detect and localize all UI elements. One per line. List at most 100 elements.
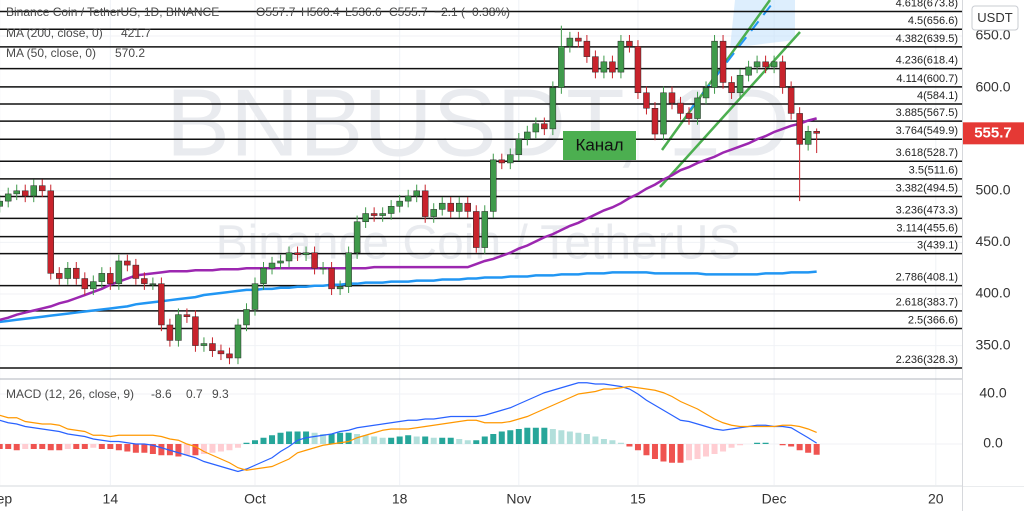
- fib-label: 4.382(639.5): [896, 33, 958, 45]
- macd-histogram-bar: [388, 437, 395, 444]
- candle-body: [583, 40, 591, 57]
- macd-histogram-bar: [481, 436, 488, 444]
- macd-histogram-bar: [243, 442, 250, 444]
- macd-histogram-bar: [677, 444, 684, 463]
- macd-histogram-bar: [252, 440, 258, 444]
- x-tick-label: Dec: [762, 491, 787, 507]
- macd-histogram-bar: [98, 444, 105, 449]
- fib-levels: 4.618(673.8) 4.5(656.6) 4.382(639.5) 4.236(…: [0, 0, 962, 369]
- candle-body: [685, 113, 693, 119]
- candle-body: [260, 267, 267, 284]
- candle-body: [98, 273, 106, 282]
- macd-histogram-bar: [337, 432, 344, 444]
- macd-histogram-bar: [813, 444, 820, 455]
- macd-histogram-bar: [294, 431, 301, 444]
- macd-histogram-bar: [217, 444, 224, 452]
- y-tick-label: 450.0: [975, 233, 1010, 249]
- macd-histogram-bar: [558, 430, 565, 444]
- fib-label: 4.236(618.4): [896, 55, 958, 67]
- macd-histogram-bar: [64, 444, 71, 449]
- candle-body: [626, 40, 633, 47]
- macd-histogram-bar: [498, 431, 505, 444]
- x-tick-label: 20: [928, 491, 944, 507]
- candle-body: [268, 262, 276, 269]
- macd-histogram-bar: [728, 444, 735, 448]
- macd-histogram-bar: [192, 444, 199, 456]
- annotation: Канал: [563, 131, 636, 160]
- macd-histogram-bar: [158, 444, 165, 456]
- currency-box: [971, 5, 1019, 31]
- candle-body: [813, 131, 820, 134]
- fib-label: 3.618(528.7): [896, 147, 958, 159]
- macd-legend: MACD (12, 26, close, 9): [6, 387, 134, 401]
- macd-legend-value: -8.6: [151, 387, 172, 401]
- annotation-box: [563, 131, 636, 160]
- candle-body: [421, 190, 429, 217]
- candle-body: [617, 40, 625, 73]
- candle-body: [779, 61, 786, 88]
- macd-histogram-bar: [286, 431, 293, 444]
- candle-body: [515, 138, 523, 155]
- macd-histogram-bar: [617, 442, 624, 444]
- candle-body: [507, 154, 514, 164]
- macd-histogram-bar: [660, 444, 667, 462]
- candle-body: [438, 202, 446, 210]
- fib-label: 3.236(473.3): [896, 204, 958, 216]
- candle-body: [668, 92, 676, 104]
- candle-body: [251, 283, 259, 310]
- ma-legend: MA (50, close, 0): [6, 46, 96, 60]
- moving-average: [0, 270, 817, 324]
- candle-body: [81, 278, 89, 290]
- candle-body: [728, 82, 735, 94]
- candle-body: [396, 200, 403, 207]
- candle-body: [481, 211, 489, 248]
- ohlc-legend: L536.6: [345, 5, 382, 19]
- axes: 350.0400.0450.0500.0550.0600.0650.040.00…: [0, 27, 1024, 507]
- macd-histogram-bar: [183, 444, 190, 456]
- signal-line: [0, 385, 817, 471]
- candle-body: [736, 74, 744, 94]
- candle-body: [166, 324, 174, 341]
- macd-histogram-bar: [47, 444, 54, 451]
- macd-histogram-bar: [788, 444, 795, 447]
- candle-body: [524, 131, 531, 140]
- macd-histogram-bar: [311, 432, 318, 444]
- candle-body: [549, 87, 557, 130]
- candle-body: [566, 37, 574, 47]
- macd-histogram-bar: [320, 434, 327, 444]
- candle-body: [209, 343, 216, 352]
- y-tick-label: 400.0: [975, 285, 1010, 301]
- macd-histogram-bar: [56, 444, 63, 451]
- candle-body: [319, 267, 327, 270]
- macd-histogram-bar: [115, 444, 122, 451]
- annotation-text: Канал: [575, 135, 623, 154]
- candle-body: [796, 113, 803, 145]
- candle-body: [719, 40, 727, 83]
- last-price-tag: [963, 122, 1024, 145]
- candle-body: [541, 123, 548, 130]
- macd-histogram-bar: [711, 444, 718, 454]
- macd-histogram-bar: [507, 430, 514, 444]
- macd-histogram-bar: [226, 444, 233, 451]
- candle-body: [302, 252, 310, 256]
- fib-label: 3.5(511.6): [909, 165, 958, 177]
- candle-body: [370, 213, 378, 216]
- macd-histogram-bar: [447, 437, 454, 444]
- candle-body: [745, 66, 752, 76]
- candle-body: [694, 97, 701, 119]
- macd-histogram-bar: [430, 437, 437, 444]
- candle-body: [183, 314, 191, 317]
- macd-histogram-bar: [754, 442, 761, 444]
- macd-histogram-bar: [643, 444, 650, 456]
- candle-body: [64, 267, 72, 279]
- candle-body: [294, 252, 301, 256]
- candle-body: [13, 190, 20, 195]
- macd-histogram-bar: [668, 444, 675, 463]
- macd-histogram-bar: [30, 444, 37, 449]
- x-tick-label: Nov: [506, 491, 531, 507]
- candle-body: [711, 40, 718, 88]
- macd-histogram-bar: [405, 435, 412, 444]
- candle-body: [234, 324, 242, 359]
- candle-body: [0, 200, 3, 207]
